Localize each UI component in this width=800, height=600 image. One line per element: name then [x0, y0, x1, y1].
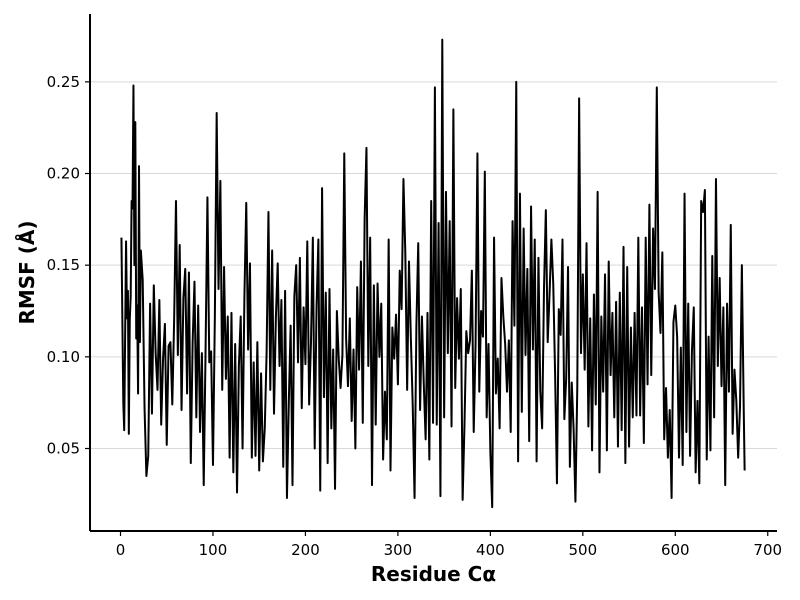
x-tick-label: 500 — [569, 541, 598, 559]
y-tick-label: 0.20 — [47, 165, 80, 183]
y-tick-label: 0.10 — [47, 348, 80, 366]
y-tick-label: 0.25 — [47, 73, 80, 91]
axes — [89, 14, 777, 532]
x-axis-title: Residue Cα — [371, 562, 496, 586]
x-tick-label: 100 — [199, 541, 228, 559]
y-tick-label: 0.05 — [47, 440, 80, 458]
y-axis-title: RMSF (Å) — [15, 220, 39, 324]
x-tick-label: 0 — [116, 541, 126, 559]
x-tick-label: 200 — [291, 541, 320, 559]
series-line — [120, 38, 746, 509]
y-tick-label: 0.15 — [47, 256, 80, 274]
x-tick-label: 300 — [384, 541, 413, 559]
x-tick-label: 700 — [753, 541, 782, 559]
ticks: 0 100 200 300 400 500 600 700 0.05 0.10 0.15 0.20 0.… — [47, 73, 782, 559]
series-layer — [120, 38, 746, 509]
x-tick-label: 400 — [476, 541, 505, 559]
x-tick-label: 600 — [661, 541, 690, 559]
